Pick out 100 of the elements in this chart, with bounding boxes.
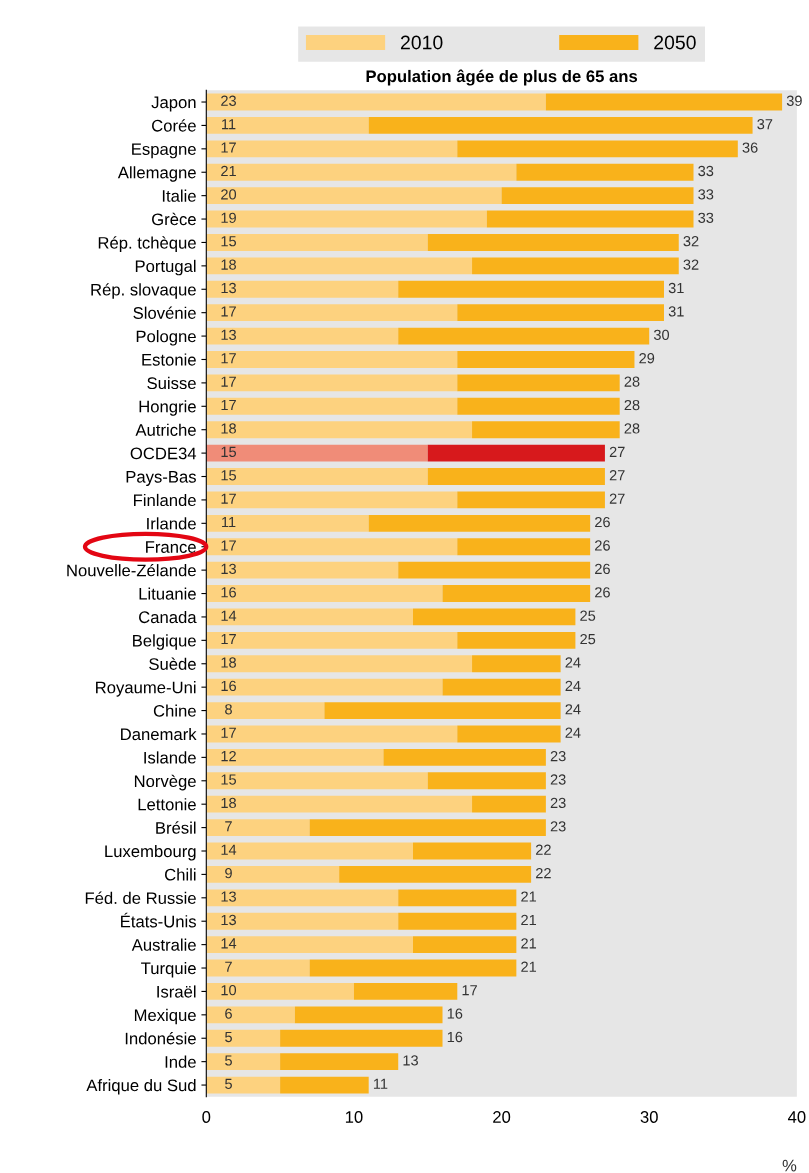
bar bbox=[206, 140, 458, 158]
bar bbox=[206, 819, 310, 837]
data-label: 14 bbox=[221, 938, 237, 949]
y-tick-label: Norvège bbox=[134, 774, 196, 791]
bar bbox=[206, 257, 473, 275]
bar bbox=[206, 608, 413, 626]
data-label: 18 bbox=[221, 259, 236, 270]
data-label: 16 bbox=[221, 680, 236, 692]
data-label: 7 bbox=[225, 821, 232, 832]
bar bbox=[206, 1029, 281, 1047]
data-label: 20 bbox=[221, 189, 237, 200]
y-tick-label: Japon bbox=[151, 96, 196, 112]
data-label: 8 bbox=[225, 704, 232, 715]
total-label: 27 bbox=[609, 493, 625, 504]
bar bbox=[398, 889, 517, 907]
bar bbox=[442, 585, 591, 602]
bar bbox=[368, 117, 753, 134]
x-tick-label: 0 bbox=[202, 1111, 211, 1123]
y-tick-label: Chili bbox=[165, 868, 196, 881]
bar bbox=[206, 889, 399, 907]
bar bbox=[457, 351, 635, 368]
data-label: 12 bbox=[221, 750, 236, 762]
total-label: 21 bbox=[521, 891, 537, 902]
bar bbox=[206, 561, 399, 579]
y-tick-label: Estonie bbox=[142, 353, 196, 366]
total-label: 33 bbox=[698, 189, 714, 200]
y-tick-label: Suisse bbox=[147, 376, 196, 390]
bar bbox=[368, 514, 591, 532]
bar bbox=[206, 351, 458, 368]
total-label: 33 bbox=[698, 212, 714, 223]
data-label: 23 bbox=[221, 95, 236, 106]
data-label: 7 bbox=[225, 961, 232, 972]
y-tick-label: Luxembourg bbox=[105, 844, 196, 861]
bar bbox=[206, 187, 502, 205]
bar bbox=[206, 702, 325, 719]
bar bbox=[398, 561, 591, 579]
data-label: 13 bbox=[221, 914, 236, 926]
bar bbox=[206, 631, 458, 649]
y-tick-label: Portugal bbox=[135, 259, 196, 276]
total-label: 32 bbox=[683, 236, 699, 247]
bar bbox=[427, 444, 605, 462]
y-tick-label: Corée bbox=[152, 119, 196, 132]
bar bbox=[206, 374, 458, 392]
data-label: 17 bbox=[221, 727, 236, 738]
bar bbox=[206, 1076, 281, 1094]
bar bbox=[427, 234, 679, 251]
bar bbox=[457, 304, 664, 322]
bar bbox=[472, 421, 620, 439]
y-tick-label: Grèce bbox=[152, 212, 196, 226]
total-label: 25 bbox=[580, 633, 596, 645]
bar bbox=[309, 959, 517, 977]
bar bbox=[206, 983, 354, 1000]
data-label: 13 bbox=[221, 282, 236, 294]
data-label: 17 bbox=[221, 306, 236, 317]
legend-label: 2010 bbox=[400, 35, 443, 50]
total-label: 22 bbox=[536, 844, 551, 855]
x-tick-label: 40 bbox=[787, 1111, 806, 1123]
bar bbox=[457, 538, 591, 556]
total-label: 13 bbox=[403, 1055, 418, 1066]
data-label: 14 bbox=[221, 844, 237, 855]
bar bbox=[457, 631, 576, 649]
total-label: 28 bbox=[624, 423, 640, 434]
bar bbox=[206, 234, 428, 251]
total-label: 26 bbox=[595, 516, 610, 528]
legend-label: 2050 bbox=[654, 35, 696, 50]
data-label: 5 bbox=[225, 1078, 232, 1089]
y-tick-label: États-Unis bbox=[121, 912, 196, 928]
data-label: 17 bbox=[221, 540, 236, 551]
data-label: 15 bbox=[221, 446, 237, 458]
total-label: 31 bbox=[668, 306, 684, 317]
bar bbox=[457, 374, 620, 392]
bar bbox=[206, 795, 473, 813]
bar bbox=[206, 1006, 295, 1024]
data-label: 15 bbox=[221, 236, 237, 247]
bar bbox=[206, 678, 443, 696]
data-label: 17 bbox=[221, 400, 236, 411]
data-label: 9 bbox=[225, 867, 232, 879]
total-label: 31 bbox=[668, 282, 684, 294]
total-label: 28 bbox=[624, 376, 640, 387]
y-tick-label: Inde bbox=[165, 1055, 196, 1068]
bar bbox=[309, 819, 546, 837]
bar bbox=[412, 842, 532, 860]
total-label: 23 bbox=[550, 797, 566, 809]
bar bbox=[472, 655, 561, 673]
data-label: 6 bbox=[225, 1008, 232, 1019]
total-label: 32 bbox=[683, 259, 699, 270]
data-label: 17 bbox=[221, 376, 236, 387]
total-label: 21 bbox=[521, 938, 537, 949]
total-label: 29 bbox=[639, 353, 655, 364]
y-tick-label: Afrique du Sud bbox=[86, 1079, 196, 1095]
data-label: 17 bbox=[221, 493, 236, 504]
y-tick-label: Islande bbox=[144, 751, 196, 764]
bar bbox=[472, 257, 679, 275]
bar bbox=[427, 468, 605, 485]
bar bbox=[206, 210, 487, 228]
bar bbox=[206, 1053, 281, 1071]
bar bbox=[442, 678, 561, 696]
x-tick-label: 30 bbox=[640, 1111, 658, 1123]
chart-title: Population âgée de plus de 65 ans bbox=[366, 69, 638, 86]
y-tick-label: Féd. de Russie bbox=[85, 891, 196, 905]
